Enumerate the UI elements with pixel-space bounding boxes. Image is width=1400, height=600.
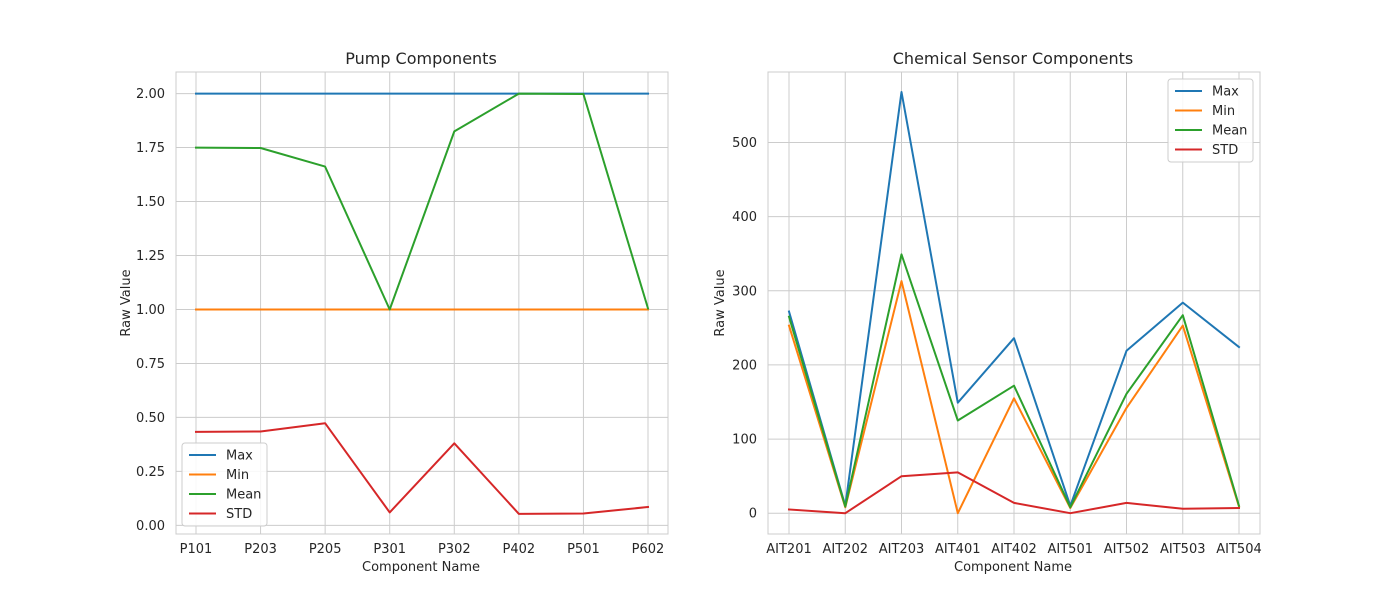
legend-label: Max	[226, 449, 253, 464]
x-tick-label: AIT504	[1216, 542, 1261, 557]
x-axis-label: Component Name	[362, 560, 480, 575]
y-tick-label: 1.75	[136, 141, 165, 156]
y-tick-label: 0.00	[136, 519, 165, 534]
x-tick-label: AIT503	[1160, 542, 1205, 557]
x-tick-label: AIT202	[823, 542, 868, 557]
x-tick-label: P402	[503, 542, 536, 557]
series-lines	[194, 92, 650, 515]
legend-label: Mean	[1212, 124, 1247, 139]
series-line-mean	[787, 253, 1241, 509]
legend-label: Mean	[226, 488, 261, 503]
chemical-sensor-components-chart: Chemical Sensor Components Component Nam…	[713, 49, 1262, 575]
x-axis-label: Component Name	[954, 560, 1072, 575]
x-tick-label: AIT203	[879, 542, 924, 557]
x-tick-label: AIT501	[1048, 542, 1093, 557]
chart-title: Chemical Sensor Components	[893, 49, 1133, 68]
y-tick-label: 300	[732, 284, 757, 299]
legend-label: STD	[1212, 143, 1238, 158]
x-tick-label: AIT402	[991, 542, 1036, 557]
legend-box	[181, 442, 268, 527]
y-axis-label: Raw Value	[119, 269, 134, 336]
x-tick-label: P302	[438, 542, 471, 557]
legend-box	[1167, 78, 1254, 163]
x-tick-label: P203	[244, 542, 277, 557]
y-tick-label: 200	[732, 358, 757, 373]
x-tick-label: P301	[373, 542, 406, 557]
y-tick-label: 0.50	[136, 411, 165, 426]
legend-label: Min	[1212, 104, 1235, 119]
y-tick-label: 1.25	[136, 249, 165, 264]
y-tick-label: 500	[732, 136, 757, 151]
y-tick-label: 1.00	[136, 303, 165, 318]
pump-components-chart: Pump Components Component Name Raw Value…	[119, 49, 669, 575]
y-tick-label: 1.50	[136, 195, 165, 210]
y-tick-label: 0.25	[136, 465, 165, 480]
y-tick-label: 0.75	[136, 357, 165, 372]
series-line-max	[787, 91, 1241, 507]
legend-label: Min	[226, 468, 249, 483]
y-tick-label: 400	[732, 210, 757, 225]
plot-frame	[767, 71, 1261, 535]
chart-title: Pump Components	[345, 49, 497, 68]
series-line-std	[787, 471, 1241, 515]
y-axis-label: Raw Value	[713, 269, 728, 336]
y-tick-label: 100	[732, 433, 757, 448]
x-tick-label: AIT401	[935, 542, 980, 557]
x-tick-label: P101	[180, 542, 213, 557]
series-line-std	[194, 422, 650, 515]
y-tick-label: 0	[749, 507, 757, 522]
series-line-mean	[194, 92, 650, 311]
y-tick-label: 2.00	[136, 87, 165, 102]
x-tick-label: P602	[632, 542, 665, 557]
x-tick-label: AIT201	[766, 542, 811, 557]
series-line-min	[787, 280, 1241, 515]
tick-labels: AIT201 AIT202 AIT203 AIT401 AIT402 AIT501 AIT5…	[732, 136, 1262, 557]
x-tick-label: P501	[567, 542, 600, 557]
legend: Max Min Mean STD	[1167, 78, 1254, 163]
legend-label: STD	[226, 507, 252, 522]
x-tick-label: P205	[309, 542, 342, 557]
tick-labels: P101 P203 P205 P301 P302 P402 P501 P602 0.00 0.25…	[136, 87, 664, 557]
legend: Max Min Mean STD	[181, 442, 268, 527]
series-lines	[787, 91, 1241, 515]
legend-label: Max	[1212, 85, 1239, 100]
plot-frame	[175, 71, 669, 535]
x-tick-label: AIT502	[1104, 542, 1149, 557]
